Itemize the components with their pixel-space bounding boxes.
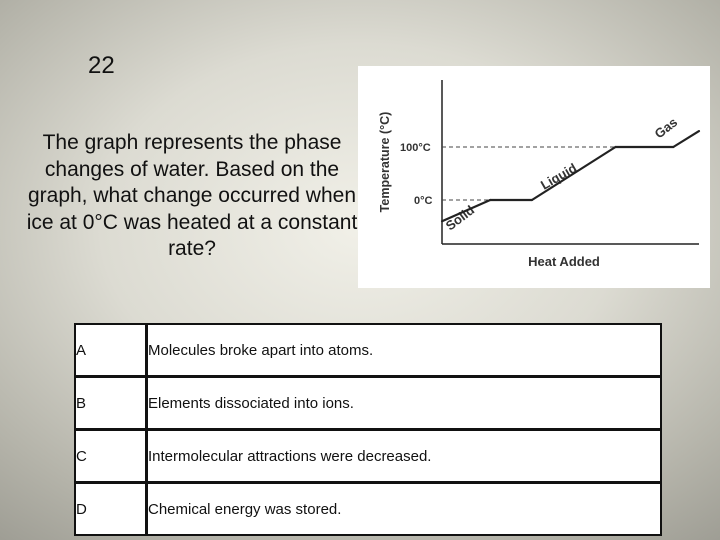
x-axis-label: Heat Added bbox=[528, 254, 600, 269]
answer-letter: D bbox=[76, 484, 148, 534]
answer-letter: C bbox=[76, 431, 148, 484]
answer-text: Elements dissociated into ions. bbox=[148, 378, 660, 431]
answer-row-d[interactable]: D Chemical energy was stored. bbox=[76, 484, 660, 534]
y-tick-100: 100°C bbox=[400, 142, 431, 154]
answer-letter: B bbox=[76, 378, 148, 431]
y-axis-label: Temperature (°C) bbox=[378, 112, 392, 213]
question-text: The graph represents the phase changes o… bbox=[26, 131, 358, 260]
curve-segment-3 bbox=[530, 145, 617, 202]
answer-text: Chemical energy was stored. bbox=[148, 500, 342, 518]
answer-choices: A Molecules broke apart into atoms. B El… bbox=[74, 323, 662, 536]
answer-text: Intermolecular attractions were decrease… bbox=[148, 431, 660, 484]
y-tick-0: 0°C bbox=[414, 195, 433, 207]
slide-number: 22 bbox=[88, 52, 115, 79]
phase-label-gas: Gas bbox=[652, 114, 681, 141]
answer-row-b[interactable]: B Elements dissociated into ions. bbox=[76, 378, 660, 431]
curve-segment-1 bbox=[440, 198, 492, 223]
chart-svg: Temperature (°C) Heat Added 100°C 0°C So… bbox=[378, 80, 701, 269]
phase-change-graph: Temperature (°C) Heat Added 100°C 0°C So… bbox=[358, 66, 710, 288]
answer-row-a[interactable]: A Molecules broke apart into atoms. bbox=[76, 325, 660, 378]
answer-letter: A bbox=[76, 325, 148, 378]
answer-row-c[interactable]: C Intermolecular attractions were decrea… bbox=[76, 431, 660, 484]
phase-label-liquid: Liquid bbox=[538, 160, 579, 193]
curve-segment-5 bbox=[672, 129, 701, 149]
answer-text: Molecules broke apart into atoms. bbox=[148, 325, 660, 378]
